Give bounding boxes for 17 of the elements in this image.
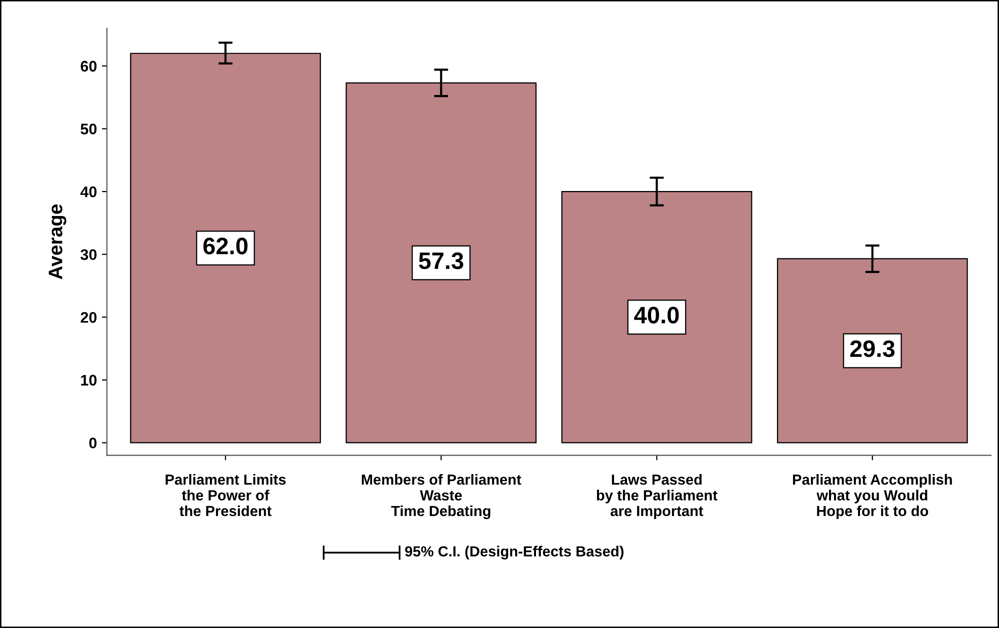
y-tick-label: 20 xyxy=(80,312,97,323)
x-tick-label: Parliament Limits the Power of the President xyxy=(166,474,286,516)
y-tick-label: 60 xyxy=(80,60,97,72)
y-tick-label: 40 xyxy=(80,186,97,198)
x-tick-label: Parliament Accomplish what you Would Hope for it to do xyxy=(793,474,952,520)
text: 95% C.I. (Design-Effects Based) xyxy=(405,546,624,560)
data-label: 57.3 xyxy=(418,252,464,270)
y-tick-label: 50 xyxy=(80,124,97,134)
data-label: 40.0 xyxy=(634,306,679,324)
y-tick-label: 30 xyxy=(80,249,97,260)
data-label: 62.0 xyxy=(203,238,248,254)
x-tick-label: Members of Parliament Waste Time Debating xyxy=(362,474,522,520)
y-tick-label: 0 xyxy=(89,438,97,448)
x-tick-label: Laws Passed by the Parliament are Important xyxy=(596,474,718,520)
y-tick-label: 10 xyxy=(81,374,97,386)
y-axis-title: Average xyxy=(48,204,66,280)
data-label: 29.3 xyxy=(850,340,895,358)
